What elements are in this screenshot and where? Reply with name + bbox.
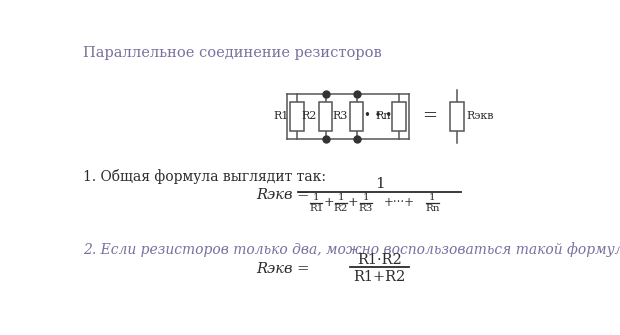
Text: +···+: +···+ xyxy=(384,196,415,209)
Text: R1·R2: R1·R2 xyxy=(357,253,402,267)
Text: R3: R3 xyxy=(332,111,348,121)
Text: 1. Общая формула выглядит так:: 1. Общая формула выглядит так: xyxy=(83,169,326,184)
Bar xyxy=(392,102,406,131)
Bar xyxy=(290,102,304,131)
Text: 1: 1 xyxy=(338,193,344,202)
Text: R3: R3 xyxy=(358,204,373,213)
Text: Rэкв: Rэкв xyxy=(467,111,494,121)
Text: Параллельное соединение резисторов: Параллельное соединение резисторов xyxy=(83,46,382,60)
Bar xyxy=(350,102,363,131)
Text: +: + xyxy=(323,196,334,209)
Text: =: = xyxy=(423,107,438,125)
Text: 1: 1 xyxy=(429,193,436,202)
Text: • • •: • • • xyxy=(364,109,392,122)
Text: R1: R1 xyxy=(309,204,324,213)
Text: Rэкв =: Rэкв = xyxy=(256,188,314,202)
Text: 2. Если резисторов только два, можно воспользоваться такой формулой:: 2. Если резисторов только два, можно вос… xyxy=(83,242,620,257)
Text: 1: 1 xyxy=(313,193,319,202)
Text: +: + xyxy=(348,196,359,209)
Text: R2: R2 xyxy=(301,111,317,121)
Text: R1+R2: R1+R2 xyxy=(353,270,406,284)
Text: Rn: Rn xyxy=(375,111,391,121)
Bar xyxy=(450,102,464,131)
Text: 1: 1 xyxy=(375,177,384,191)
Text: Rэкв =: Rэкв = xyxy=(256,262,314,276)
Text: Rn: Rn xyxy=(425,204,440,213)
Text: R2: R2 xyxy=(334,204,348,213)
Text: R1: R1 xyxy=(273,111,288,121)
Text: 1: 1 xyxy=(363,193,369,202)
Bar xyxy=(319,102,332,131)
